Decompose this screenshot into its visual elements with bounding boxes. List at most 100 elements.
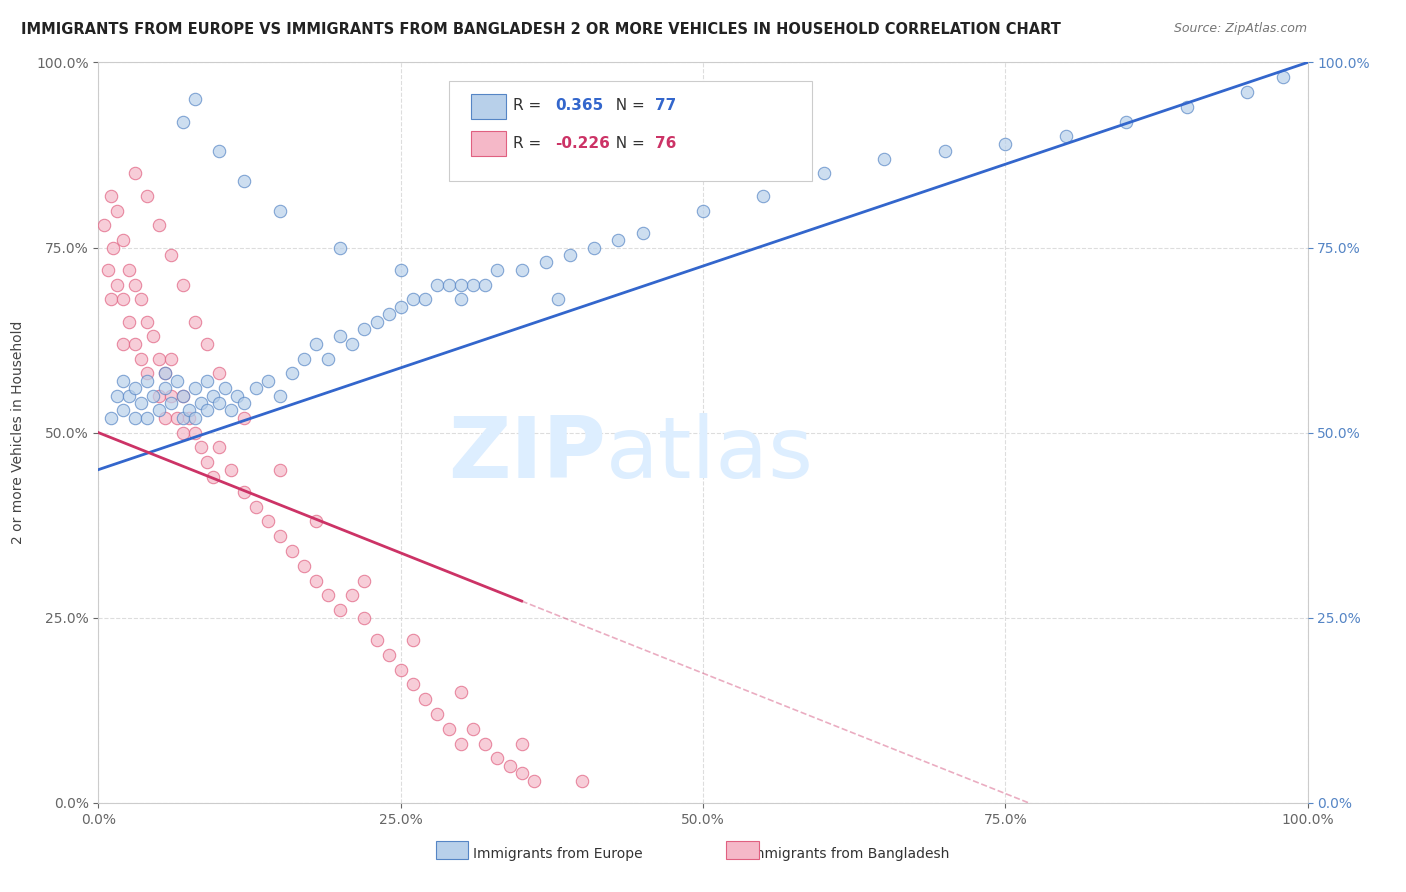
Point bbox=[474, 737, 496, 751]
Point bbox=[148, 219, 170, 233]
Point bbox=[316, 589, 339, 603]
Point bbox=[450, 277, 472, 292]
Point bbox=[510, 737, 533, 751]
Point bbox=[93, 219, 115, 233]
Point bbox=[402, 293, 425, 307]
Point bbox=[135, 314, 157, 328]
Point bbox=[153, 367, 176, 381]
Point bbox=[232, 174, 254, 188]
Point bbox=[111, 374, 134, 388]
Point bbox=[135, 367, 157, 381]
Point bbox=[305, 336, 328, 351]
Point bbox=[101, 240, 124, 255]
Point bbox=[329, 240, 352, 255]
Point bbox=[510, 262, 533, 277]
Point bbox=[124, 277, 146, 292]
Point bbox=[195, 403, 218, 417]
Point bbox=[1272, 70, 1295, 85]
Point bbox=[583, 240, 606, 255]
Point bbox=[523, 773, 546, 788]
Point bbox=[269, 203, 291, 218]
Point bbox=[97, 262, 120, 277]
Point bbox=[426, 706, 449, 721]
Point bbox=[148, 351, 170, 366]
Point bbox=[105, 388, 128, 402]
Point bbox=[184, 425, 207, 440]
Point bbox=[269, 388, 291, 402]
Point bbox=[111, 403, 134, 417]
Point bbox=[571, 773, 593, 788]
Point bbox=[1236, 85, 1258, 99]
Point bbox=[214, 381, 236, 395]
Point bbox=[377, 648, 399, 662]
Point bbox=[534, 255, 557, 269]
Point bbox=[153, 410, 176, 425]
Point bbox=[245, 381, 267, 395]
Point bbox=[402, 632, 425, 647]
Point bbox=[450, 737, 472, 751]
Point bbox=[179, 410, 201, 425]
Text: Source: ZipAtlas.com: Source: ZipAtlas.com bbox=[1174, 22, 1308, 36]
Point bbox=[148, 403, 170, 417]
Point bbox=[342, 589, 364, 603]
Point bbox=[184, 381, 207, 395]
Text: IMMIGRANTS FROM EUROPE VS IMMIGRANTS FROM BANGLADESH 2 OR MORE VEHICLES IN HOUSE: IMMIGRANTS FROM EUROPE VS IMMIGRANTS FRO… bbox=[21, 22, 1062, 37]
Point bbox=[142, 388, 165, 402]
Point bbox=[135, 410, 157, 425]
Point bbox=[342, 336, 364, 351]
Point bbox=[305, 574, 328, 588]
Point bbox=[148, 388, 170, 402]
Point bbox=[245, 500, 267, 514]
Point bbox=[474, 277, 496, 292]
Point bbox=[124, 381, 146, 395]
Text: 77: 77 bbox=[655, 98, 676, 113]
Point bbox=[195, 455, 218, 469]
Point bbox=[873, 152, 896, 166]
Point bbox=[135, 374, 157, 388]
Point bbox=[124, 410, 146, 425]
Point bbox=[269, 462, 291, 476]
Text: atlas: atlas bbox=[606, 413, 814, 496]
Point bbox=[172, 410, 194, 425]
Point bbox=[463, 277, 485, 292]
Point bbox=[281, 367, 304, 381]
Point bbox=[232, 410, 254, 425]
Point bbox=[232, 396, 254, 410]
Point bbox=[172, 388, 194, 402]
Point bbox=[353, 322, 375, 336]
FancyBboxPatch shape bbox=[436, 841, 468, 859]
Point bbox=[135, 188, 157, 202]
Point bbox=[166, 410, 188, 425]
Point bbox=[172, 114, 194, 128]
Text: R =: R = bbox=[513, 98, 547, 113]
Point bbox=[100, 188, 122, 202]
Point bbox=[813, 166, 835, 180]
Point bbox=[389, 663, 412, 677]
Point bbox=[1175, 100, 1198, 114]
Text: Immigrants from Europe: Immigrants from Europe bbox=[472, 847, 643, 861]
Point bbox=[510, 766, 533, 780]
Point bbox=[413, 692, 436, 706]
Point bbox=[256, 374, 278, 388]
Point bbox=[172, 277, 194, 292]
Point bbox=[292, 558, 315, 573]
Point bbox=[160, 248, 183, 262]
Point bbox=[208, 396, 231, 410]
FancyBboxPatch shape bbox=[471, 95, 506, 120]
Point bbox=[353, 610, 375, 624]
Point bbox=[129, 293, 152, 307]
Text: 76: 76 bbox=[655, 136, 676, 152]
Point bbox=[172, 388, 194, 402]
Point bbox=[1115, 114, 1137, 128]
Point bbox=[389, 300, 412, 314]
Point bbox=[316, 351, 339, 366]
Point bbox=[208, 441, 231, 455]
Point bbox=[160, 388, 183, 402]
Point bbox=[172, 425, 194, 440]
Point bbox=[195, 336, 218, 351]
Point bbox=[202, 388, 225, 402]
Point bbox=[994, 136, 1017, 151]
Point bbox=[450, 685, 472, 699]
Point bbox=[402, 677, 425, 691]
Point bbox=[329, 329, 352, 343]
